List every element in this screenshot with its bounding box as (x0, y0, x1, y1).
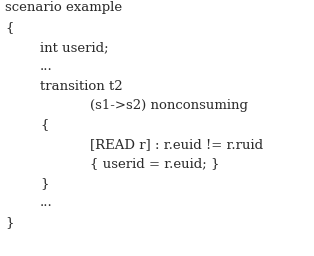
Text: { userid = r.euid; }: { userid = r.euid; } (90, 157, 219, 170)
Text: [READ r] : r.euid != r.ruid: [READ r] : r.euid != r.ruid (90, 138, 263, 152)
Text: transition t2: transition t2 (40, 80, 123, 92)
Text: ...: ... (40, 197, 53, 209)
Text: {: { (5, 22, 14, 35)
Text: int userid;: int userid; (40, 41, 109, 55)
Text: }: } (40, 177, 48, 190)
Text: (s1->s2) nonconsuming: (s1->s2) nonconsuming (90, 100, 248, 112)
Text: scenario example: scenario example (5, 2, 122, 15)
Text: }: } (5, 217, 14, 229)
Text: {: { (40, 119, 48, 132)
Text: ...: ... (40, 60, 53, 73)
